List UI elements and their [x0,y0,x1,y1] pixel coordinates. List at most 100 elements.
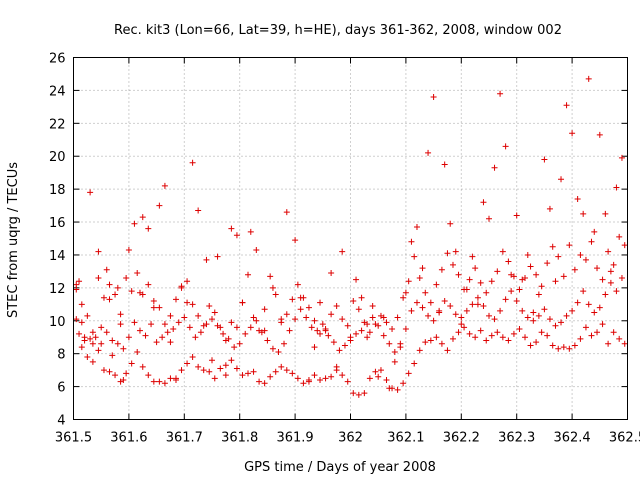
data-point [292,237,299,244]
data-point [510,330,517,337]
y-tick-label: 18 [49,183,66,198]
y-axis-label: STEC from uqrg / TECUs [6,162,21,318]
data-point [505,337,512,344]
data-point [422,339,429,346]
data-point [355,391,362,398]
data-point [447,302,454,309]
data-point [433,334,440,341]
data-point [89,329,96,336]
data-point [87,335,94,342]
data-point [209,357,215,364]
data-point [333,302,340,309]
data-point [245,370,252,377]
data-point [289,370,296,377]
data-point [297,306,304,313]
data-point [607,268,614,275]
data-point [328,373,335,380]
data-point [195,312,202,319]
data-point [405,370,412,377]
data-point [81,334,88,341]
data-point [294,375,301,382]
data-point [167,339,174,346]
data-point [610,329,617,336]
data-point [269,284,276,291]
data-point [117,378,124,385]
data-point [184,278,191,285]
data-point [502,296,509,303]
data-point [413,223,420,230]
data-point [264,337,271,344]
data-point [206,302,213,309]
data-point [569,130,576,137]
data-point [145,225,152,232]
data-point [582,324,589,331]
data-point [477,279,484,286]
data-point [184,299,191,306]
data-point [164,329,171,336]
x-tick-label: 362 [338,431,363,446]
data-point [591,228,598,235]
y-tick-label: 4 [57,414,65,429]
data-point [261,306,268,313]
data-point [117,311,124,318]
data-point [339,316,346,323]
data-point [134,270,141,277]
data-point [364,334,371,341]
data-point [317,330,324,337]
data-point [217,365,224,372]
data-point [228,225,235,232]
data-point [305,378,312,385]
data-point [281,340,288,347]
x-tick-label: 361.7 [166,431,203,446]
data-point [533,339,540,346]
data-point [247,228,254,235]
data-point [497,307,504,314]
data-point [569,307,576,314]
data-point [319,321,326,328]
data-point [455,329,462,336]
data-point [339,248,346,255]
data-point [136,327,143,334]
data-point [125,334,132,341]
data-point [491,316,498,323]
data-point [419,304,426,311]
data-point [613,184,620,191]
data-point [156,304,163,311]
data-point [566,345,573,352]
data-point [380,332,387,339]
data-point [267,273,274,280]
data-point [84,312,91,319]
data-point [452,311,459,318]
data-point [189,159,196,166]
data-point [278,319,285,326]
data-point [447,220,454,227]
data-point [616,335,623,342]
data-point [372,321,379,328]
data-point [369,314,376,321]
data-point [142,332,149,339]
data-point [256,378,263,385]
data-point [131,220,138,227]
data-point [125,247,132,254]
data-point [195,363,202,370]
data-point [150,378,157,385]
data-point [317,377,324,384]
data-point [242,330,249,337]
data-point [139,363,146,370]
data-point [505,258,512,265]
data-point [411,253,418,260]
data-point [552,322,559,329]
y-tick-label: 26 [49,52,66,67]
x-tick-label: 362.4 [553,431,590,446]
data-point [588,332,595,339]
data-point [402,289,409,296]
data-point [305,304,312,311]
data-point [580,288,587,295]
data-point [89,340,96,347]
data-point [438,340,445,347]
data-point [449,261,456,268]
data-point [247,324,254,331]
data-point [153,339,160,346]
data-point [100,367,107,374]
data-point [311,372,318,379]
